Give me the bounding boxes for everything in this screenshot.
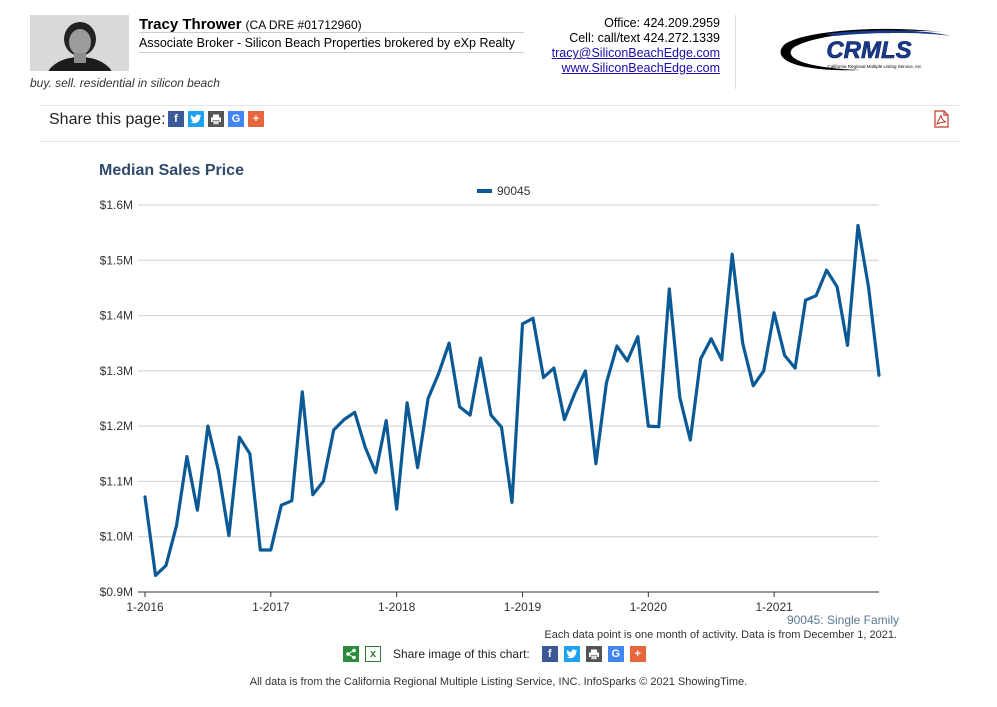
facebook-icon[interactable]: f bbox=[168, 111, 184, 127]
share-image-label: Share image of this chart: bbox=[393, 647, 530, 661]
series-line-90045 bbox=[143, 223, 881, 577]
contact-info: Office: 424.209.2959 Cell: call/text 424… bbox=[552, 16, 720, 76]
agent-photo bbox=[30, 15, 129, 71]
crmls-logo: CRMLS California Regional Multiple Listi… bbox=[780, 28, 950, 71]
google-icon[interactable]: G bbox=[228, 111, 244, 127]
website-link[interactable]: www.SiliconBeachEdge.com bbox=[561, 61, 720, 75]
twitter-icon[interactable] bbox=[188, 111, 204, 127]
divider bbox=[40, 105, 960, 106]
print-icon[interactable] bbox=[585, 646, 602, 662]
series-footnote: 90045: Single Family bbox=[786, 613, 899, 627]
share-page-label: Share this page: bbox=[49, 111, 166, 128]
x-tick-label: 1-2019 bbox=[504, 600, 542, 614]
divider bbox=[735, 15, 736, 89]
logo-text: CRMLS bbox=[826, 37, 911, 64]
x-tick-label: 1-2020 bbox=[630, 600, 668, 614]
chart-title: Median Sales Price bbox=[99, 162, 244, 179]
plus-icon[interactable]: + bbox=[248, 111, 264, 127]
y-tick-label: $1.4M bbox=[100, 309, 133, 323]
divider bbox=[139, 52, 524, 53]
plus-icon[interactable]: + bbox=[629, 646, 646, 662]
agent-tagline: buy. sell. residential in silicon beach bbox=[30, 76, 220, 90]
twitter-icon[interactable] bbox=[563, 646, 580, 662]
google-icon[interactable]: G bbox=[607, 646, 624, 662]
image-share-bar: x Share image of this chart: f G + bbox=[343, 646, 646, 662]
share-icon[interactable] bbox=[343, 646, 359, 662]
agent-name: Tracy Thrower (CA DRE #01712960) bbox=[139, 16, 362, 33]
agent-dre: (CA DRE #01712960) bbox=[245, 18, 362, 32]
agent-title: Associate Broker - Silicon Beach Propert… bbox=[139, 36, 515, 50]
divider bbox=[139, 32, 524, 33]
divider bbox=[40, 141, 960, 142]
pdf-icon[interactable] bbox=[932, 110, 950, 128]
y-tick-label: $1.0M bbox=[100, 530, 133, 544]
y-tick-label: $1.6M bbox=[100, 198, 133, 212]
y-tick-label: $1.3M bbox=[100, 364, 133, 378]
email-link[interactable]: tracy@SiliconBeachEdge.com bbox=[551, 46, 720, 60]
data-footnote: Each data point is one month of activity… bbox=[544, 629, 897, 641]
excel-icon[interactable]: x bbox=[365, 646, 381, 662]
logo-subtext: California Regional Multiple Listing Ser… bbox=[827, 64, 922, 69]
x-tick-label: 1-2018 bbox=[378, 600, 416, 614]
legend-label: 90045 bbox=[497, 184, 531, 198]
y-tick-label: $1.5M bbox=[100, 253, 133, 267]
y-tick-label: $1.1M bbox=[100, 474, 133, 488]
facebook-icon[interactable]: f bbox=[541, 646, 558, 662]
x-tick-label: 1-2021 bbox=[755, 600, 793, 614]
y-tick-label: $0.9M bbox=[100, 585, 133, 599]
x-tick-label: 1-2016 bbox=[126, 600, 164, 614]
data-source-note: All data is from the California Regional… bbox=[249, 676, 748, 688]
y-tick-label: $1.2M bbox=[100, 419, 133, 433]
print-icon[interactable] bbox=[208, 111, 224, 127]
cell-phone: Cell: call/text 424.272.1339 bbox=[569, 31, 720, 45]
office-phone: Office: 424.209.2959 bbox=[604, 16, 720, 30]
x-tick-label: 1-2017 bbox=[252, 600, 290, 614]
share-page-icons: f G + bbox=[168, 111, 264, 127]
